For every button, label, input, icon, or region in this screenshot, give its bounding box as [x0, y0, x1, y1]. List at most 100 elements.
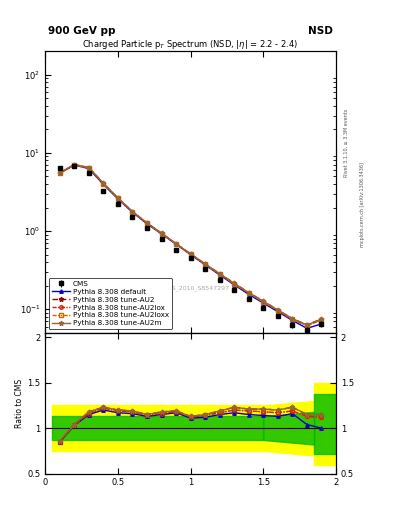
Pythia 8.308 tune-AU2loxx: [246, 290, 251, 296]
Pythia 8.308 tune-AU2lox: [72, 162, 77, 168]
Pythia 8.308 tune-AU2lox: [188, 251, 193, 258]
Pythia 8.308 tune-AU2: [130, 208, 135, 215]
Pythia 8.308 tune-AU2m: [319, 316, 324, 322]
Pythia 8.308 tune-AU2: [101, 180, 106, 186]
Text: CMS_2010_S8547297: CMS_2010_S8547297: [163, 285, 230, 291]
Text: 900 GeV pp: 900 GeV pp: [48, 26, 116, 36]
Pythia 8.308 tune-AU2: [319, 316, 324, 322]
Pythia 8.308 default: [159, 231, 164, 237]
Text: mcplots.cern.ch [arXiv:1306.3436]: mcplots.cern.ch [arXiv:1306.3436]: [360, 162, 365, 247]
Pythia 8.308 tune-AU2loxx: [72, 162, 77, 168]
Pythia 8.308 tune-AU2m: [130, 208, 135, 215]
Pythia 8.308 default: [275, 309, 280, 315]
Pythia 8.308 default: [261, 300, 266, 306]
Pythia 8.308 tune-AU2loxx: [116, 195, 120, 201]
Pythia 8.308 default: [305, 325, 309, 331]
Pythia 8.308 tune-AU2: [203, 261, 208, 267]
Pythia 8.308 default: [101, 181, 106, 187]
Pythia 8.308 default: [217, 272, 222, 278]
Pythia 8.308 tune-AU2loxx: [217, 271, 222, 278]
Pythia 8.308 tune-AU2m: [159, 230, 164, 236]
Pythia 8.308 tune-AU2: [188, 251, 193, 257]
Pythia 8.308 default: [174, 241, 178, 247]
Pythia 8.308 tune-AU2loxx: [130, 208, 135, 215]
Pythia 8.308 tune-AU2: [290, 315, 295, 322]
Pythia 8.308 tune-AU2loxx: [86, 165, 91, 171]
Pythia 8.308 tune-AU2lox: [290, 316, 295, 323]
Pythia 8.308 tune-AU2lox: [305, 323, 309, 329]
Pythia 8.308 tune-AU2m: [217, 271, 222, 277]
Line: Pythia 8.308 default: Pythia 8.308 default: [58, 163, 323, 330]
Pythia 8.308 tune-AU2m: [203, 261, 208, 267]
Text: Rivet 3.1.10, ≥ 3.3M events: Rivet 3.1.10, ≥ 3.3M events: [344, 109, 349, 178]
Pythia 8.308 tune-AU2m: [305, 322, 309, 328]
Pythia 8.308 tune-AU2lox: [116, 195, 120, 201]
Pythia 8.308 tune-AU2: [86, 164, 91, 170]
Pythia 8.308 tune-AU2: [305, 322, 309, 328]
Pythia 8.308 tune-AU2lox: [203, 261, 208, 267]
Pythia 8.308 tune-AU2lox: [319, 317, 324, 323]
Pythia 8.308 tune-AU2: [261, 298, 266, 304]
Pythia 8.308 tune-AU2loxx: [275, 308, 280, 314]
Pythia 8.308 tune-AU2loxx: [290, 316, 295, 323]
Pythia 8.308 default: [86, 165, 91, 172]
Pythia 8.308 tune-AU2lox: [246, 290, 251, 296]
Pythia 8.308 tune-AU2: [116, 195, 120, 201]
Pythia 8.308 tune-AU2m: [101, 180, 106, 186]
Pythia 8.308 default: [290, 317, 295, 324]
Pythia 8.308 tune-AU2lox: [232, 281, 237, 287]
Line: Pythia 8.308 tune-AU2loxx: Pythia 8.308 tune-AU2loxx: [58, 163, 323, 327]
Pythia 8.308 tune-AU2lox: [130, 208, 135, 215]
Pythia 8.308 tune-AU2: [217, 271, 222, 277]
Pythia 8.308 tune-AU2m: [116, 195, 120, 201]
Pythia 8.308 tune-AU2: [72, 161, 77, 167]
Pythia 8.308 default: [130, 209, 135, 216]
Pythia 8.308 tune-AU2: [145, 220, 149, 226]
Pythia 8.308 default: [319, 321, 324, 327]
Pythia 8.308 default: [145, 221, 149, 227]
Pythia 8.308 default: [188, 251, 193, 258]
Pythia 8.308 tune-AU2loxx: [203, 261, 208, 267]
Pythia 8.308 tune-AU2m: [246, 290, 251, 296]
Line: Pythia 8.308 tune-AU2: Pythia 8.308 tune-AU2: [57, 162, 324, 327]
Pythia 8.308 tune-AU2m: [86, 164, 91, 170]
Pythia 8.308 default: [232, 282, 237, 288]
Text: NSD: NSD: [308, 26, 333, 36]
Line: Pythia 8.308 tune-AU2lox: Pythia 8.308 tune-AU2lox: [58, 163, 323, 327]
Pythia 8.308 tune-AU2loxx: [57, 170, 62, 176]
Pythia 8.308 default: [116, 196, 120, 202]
Pythia 8.308 tune-AU2m: [275, 307, 280, 313]
Pythia 8.308 tune-AU2: [232, 280, 237, 286]
Pythia 8.308 tune-AU2m: [72, 161, 77, 167]
Pythia 8.308 tune-AU2lox: [101, 181, 106, 187]
Pythia 8.308 tune-AU2lox: [145, 220, 149, 226]
Pythia 8.308 tune-AU2loxx: [145, 220, 149, 226]
Pythia 8.308 tune-AU2m: [290, 315, 295, 322]
Pythia 8.308 tune-AU2loxx: [174, 241, 178, 247]
Pythia 8.308 default: [57, 170, 62, 176]
Pythia 8.308 tune-AU2lox: [217, 271, 222, 278]
Pythia 8.308 default: [246, 291, 251, 297]
Pythia 8.308 default: [72, 162, 77, 168]
Pythia 8.308 tune-AU2lox: [159, 230, 164, 237]
Pythia 8.308 tune-AU2m: [174, 241, 178, 247]
Pythia 8.308 tune-AU2lox: [57, 170, 62, 176]
Pythia 8.308 tune-AU2loxx: [319, 317, 324, 323]
Pythia 8.308 tune-AU2m: [261, 298, 266, 304]
Pythia 8.308 tune-AU2loxx: [101, 181, 106, 187]
Pythia 8.308 tune-AU2m: [57, 169, 62, 176]
Pythia 8.308 tune-AU2: [57, 170, 62, 176]
Line: Pythia 8.308 tune-AU2m: Pythia 8.308 tune-AU2m: [57, 162, 324, 327]
Pythia 8.308 tune-AU2m: [188, 251, 193, 257]
Y-axis label: Ratio to CMS: Ratio to CMS: [15, 379, 24, 428]
Pythia 8.308 tune-AU2loxx: [232, 281, 237, 287]
Legend: CMS, Pythia 8.308 default, Pythia 8.308 tune-AU2, Pythia 8.308 tune-AU2lox, Pyth: CMS, Pythia 8.308 default, Pythia 8.308 …: [49, 278, 172, 329]
Pythia 8.308 tune-AU2lox: [86, 165, 91, 171]
Pythia 8.308 tune-AU2loxx: [188, 251, 193, 258]
Pythia 8.308 tune-AU2: [159, 230, 164, 236]
Pythia 8.308 tune-AU2m: [232, 280, 237, 286]
Pythia 8.308 default: [203, 262, 208, 268]
Pythia 8.308 tune-AU2lox: [275, 308, 280, 314]
Pythia 8.308 tune-AU2loxx: [261, 299, 266, 305]
Pythia 8.308 tune-AU2lox: [261, 299, 266, 305]
